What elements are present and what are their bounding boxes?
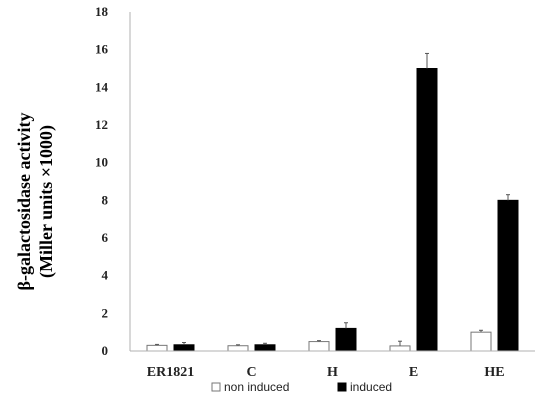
legend-label: non induced	[224, 380, 289, 394]
bar-non-induced	[146, 344, 168, 352]
y-axis: 0 2 4 6 8 10 12 14 16 18	[95, 4, 131, 358]
x-tick-label: H	[327, 365, 338, 380]
y-tick-label: 8	[102, 192, 109, 207]
y-tick-label: 0	[102, 343, 109, 358]
y-tick-label: 6	[102, 230, 109, 245]
bar-induced	[335, 327, 357, 352]
x-tick-label: C	[246, 365, 256, 380]
bar-non-induced	[227, 345, 249, 352]
y-tick-label: 14	[95, 79, 109, 94]
bar-induced	[416, 68, 438, 352]
legend-swatch	[337, 382, 347, 392]
x-axis: ER1821 C H E HE	[130, 350, 535, 380]
bar-induced	[254, 344, 276, 352]
legend-label: induced	[350, 380, 392, 394]
bar-induced	[497, 199, 519, 352]
y-axis-title: β-galactosidase activity (Miller units ×1…	[14, 113, 57, 291]
y-tick-label: 4	[102, 268, 109, 283]
y-tick-label: 2	[102, 305, 109, 320]
y-axis-label: β-galactosidase activity	[14, 113, 34, 291]
x-tick-label: E	[409, 365, 418, 380]
y-tick-label: 12	[95, 117, 108, 132]
y-tick-label: 16	[95, 42, 109, 57]
bar-non-induced	[470, 331, 492, 352]
bar-induced	[173, 344, 195, 352]
bar-non-induced	[308, 341, 330, 352]
y-tick-label: 18	[95, 4, 109, 19]
legend: non induced induced	[211, 380, 392, 394]
bar-non-induced	[389, 345, 411, 352]
x-tick-label: ER1821	[147, 365, 194, 380]
x-tick-label: HE	[484, 365, 504, 380]
y-axis-label: (Miller units ×1000)	[36, 125, 57, 278]
legend-swatch	[211, 382, 221, 392]
y-tick-label: 10	[95, 155, 108, 170]
bars	[146, 52, 519, 352]
